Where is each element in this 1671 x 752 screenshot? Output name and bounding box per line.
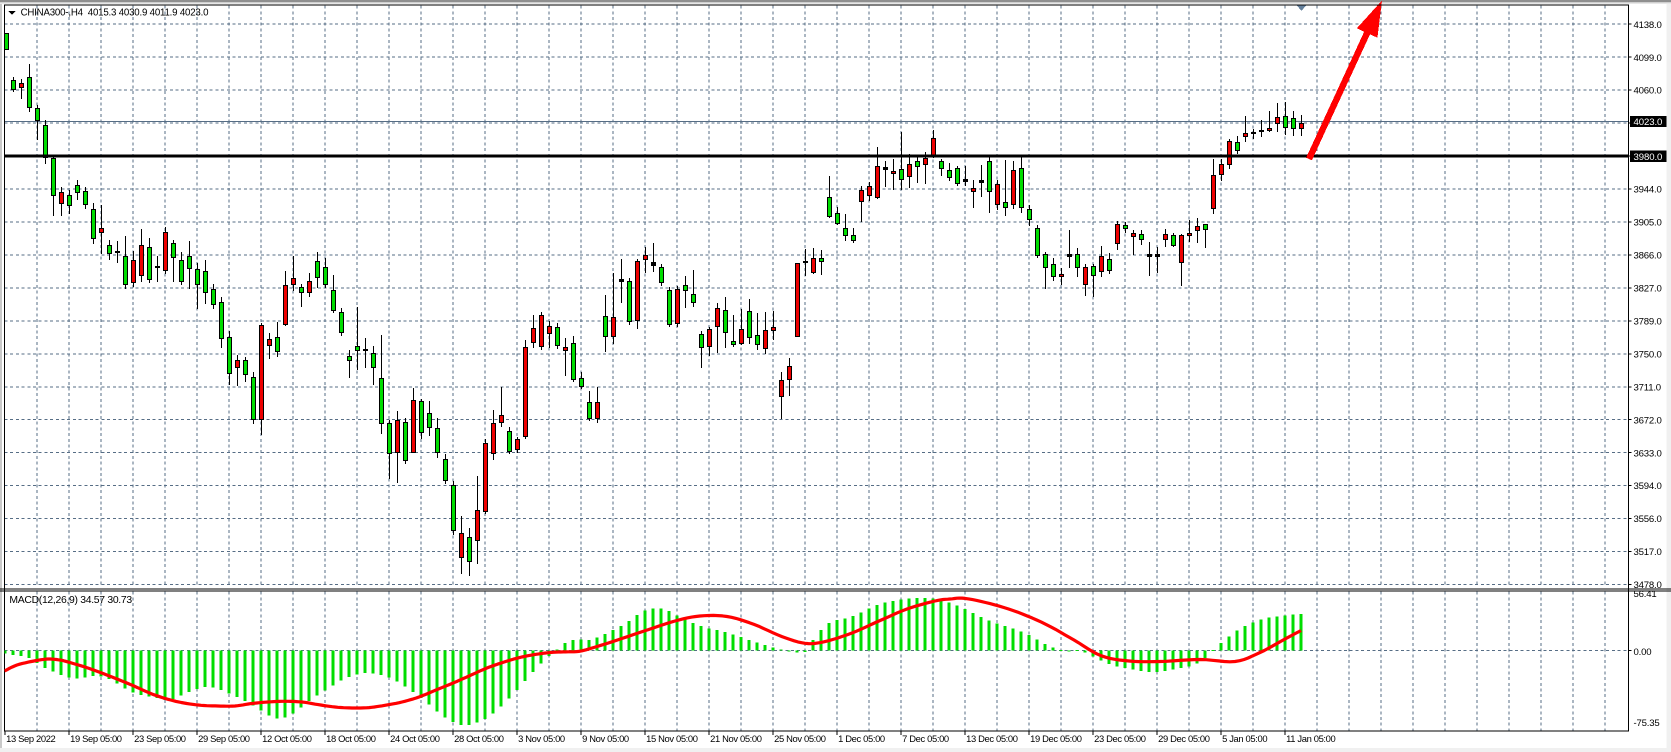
svg-text:3711.0: 3711.0 [1634, 382, 1661, 393]
svg-text:13 Sep 2022: 13 Sep 2022 [6, 733, 55, 744]
svg-text:13 Dec 05:00: 13 Dec 05:00 [966, 733, 1018, 744]
svg-text:11 Jan 05:00: 11 Jan 05:00 [1286, 733, 1335, 744]
svg-text:23 Sep 05:00: 23 Sep 05:00 [134, 733, 186, 744]
svg-text:3944.0: 3944.0 [1634, 185, 1662, 196]
svg-text:29 Dec 05:00: 29 Dec 05:00 [1158, 733, 1210, 744]
svg-text:CHINA300-,H4 4015.3 4030.9 40: CHINA300-,H4 4015.3 4030.9 4011.9 4023.0 [21, 8, 209, 19]
svg-text:3556.0: 3556.0 [1634, 514, 1662, 525]
svg-text:-75.35: -75.35 [1634, 718, 1660, 729]
svg-text:3980.0: 3980.0 [1634, 152, 1663, 163]
svg-text:3478.0: 3478.0 [1634, 580, 1662, 591]
svg-text:12 Oct 05:00: 12 Oct 05:00 [262, 733, 312, 744]
svg-text:23 Dec 05:00: 23 Dec 05:00 [1094, 733, 1146, 744]
svg-text:3905.0: 3905.0 [1634, 218, 1662, 229]
svg-text:4138.0: 4138.0 [1634, 20, 1662, 31]
svg-text:3 Nov 05:00: 3 Nov 05:00 [518, 733, 565, 744]
svg-text:3789.0: 3789.0 [1634, 316, 1662, 327]
svg-text:3750.0: 3750.0 [1634, 349, 1662, 360]
svg-text:MACD(12,26,9) 34.57 30.73: MACD(12,26,9) 34.57 30.73 [9, 595, 132, 606]
svg-text:9 Nov 05:00: 9 Nov 05:00 [582, 733, 629, 744]
svg-text:5 Jan 05:00: 5 Jan 05:00 [1222, 733, 1267, 744]
svg-text:3594.0: 3594.0 [1634, 481, 1662, 492]
svg-text:3866.0: 3866.0 [1634, 251, 1662, 262]
svg-text:18 Oct 05:00: 18 Oct 05:00 [326, 733, 376, 744]
svg-text:56.41: 56.41 [1634, 589, 1657, 600]
svg-text:21 Nov 05:00: 21 Nov 05:00 [710, 733, 762, 744]
svg-text:7 Dec 05:00: 7 Dec 05:00 [902, 733, 949, 744]
svg-text:25 Nov 05:00: 25 Nov 05:00 [774, 733, 826, 744]
svg-text:4023.0: 4023.0 [1634, 117, 1663, 128]
svg-text:3633.0: 3633.0 [1634, 448, 1662, 459]
svg-text:19 Sep 05:00: 19 Sep 05:00 [70, 733, 122, 744]
svg-text:24 Oct 05:00: 24 Oct 05:00 [390, 733, 440, 744]
svg-text:15 Nov 05:00: 15 Nov 05:00 [646, 733, 698, 744]
svg-text:1 Dec 05:00: 1 Dec 05:00 [838, 733, 885, 744]
svg-text:3517.0: 3517.0 [1634, 547, 1662, 558]
svg-text:28 Oct 05:00: 28 Oct 05:00 [454, 733, 504, 744]
svg-text:29 Sep 05:00: 29 Sep 05:00 [198, 733, 250, 744]
svg-text:3827.0: 3827.0 [1634, 284, 1662, 295]
svg-text:4060.0: 4060.0 [1634, 86, 1662, 97]
svg-text:3672.0: 3672.0 [1634, 415, 1662, 426]
svg-text:4099.0: 4099.0 [1634, 53, 1662, 64]
svg-text:19 Dec 05:00: 19 Dec 05:00 [1030, 733, 1082, 744]
svg-text:0.00: 0.00 [1634, 647, 1652, 658]
